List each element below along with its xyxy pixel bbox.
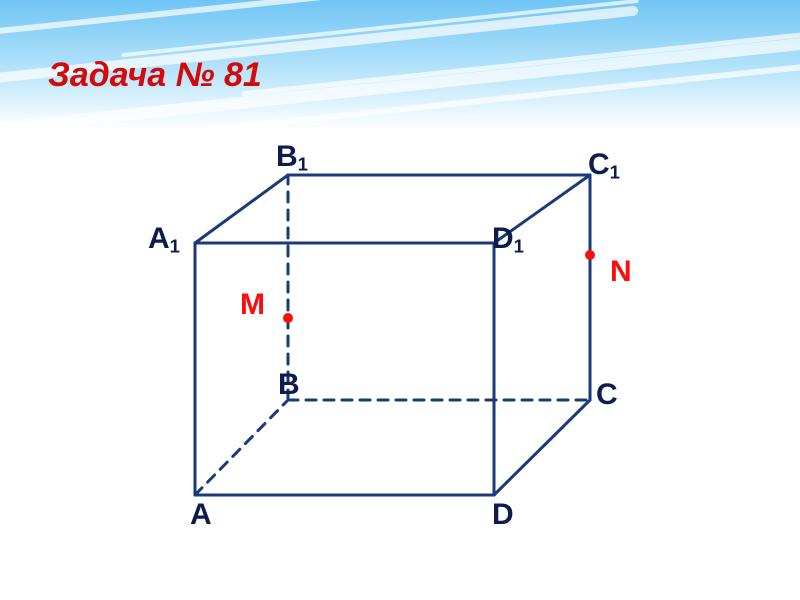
hidden-edge-A-B (195, 400, 288, 495)
point-N (585, 250, 595, 260)
label-D1: D1 (492, 222, 524, 258)
label-B: B (278, 368, 300, 402)
label-N: N (610, 255, 632, 289)
slide: Задача № 81 ABCDA1B1C1D1MN (0, 0, 800, 600)
label-C: C (596, 378, 618, 412)
label-C1: C1 (588, 148, 620, 184)
cube-diagram (0, 0, 800, 600)
label-A1: A1 (148, 222, 180, 258)
label-A: A (190, 498, 212, 532)
point-M (283, 313, 293, 323)
label-D: D (492, 498, 514, 532)
label-B1: B1 (276, 140, 308, 176)
edge-D-C (494, 400, 590, 495)
label-M: M (240, 288, 265, 322)
edge-B1-A1 (195, 175, 288, 243)
